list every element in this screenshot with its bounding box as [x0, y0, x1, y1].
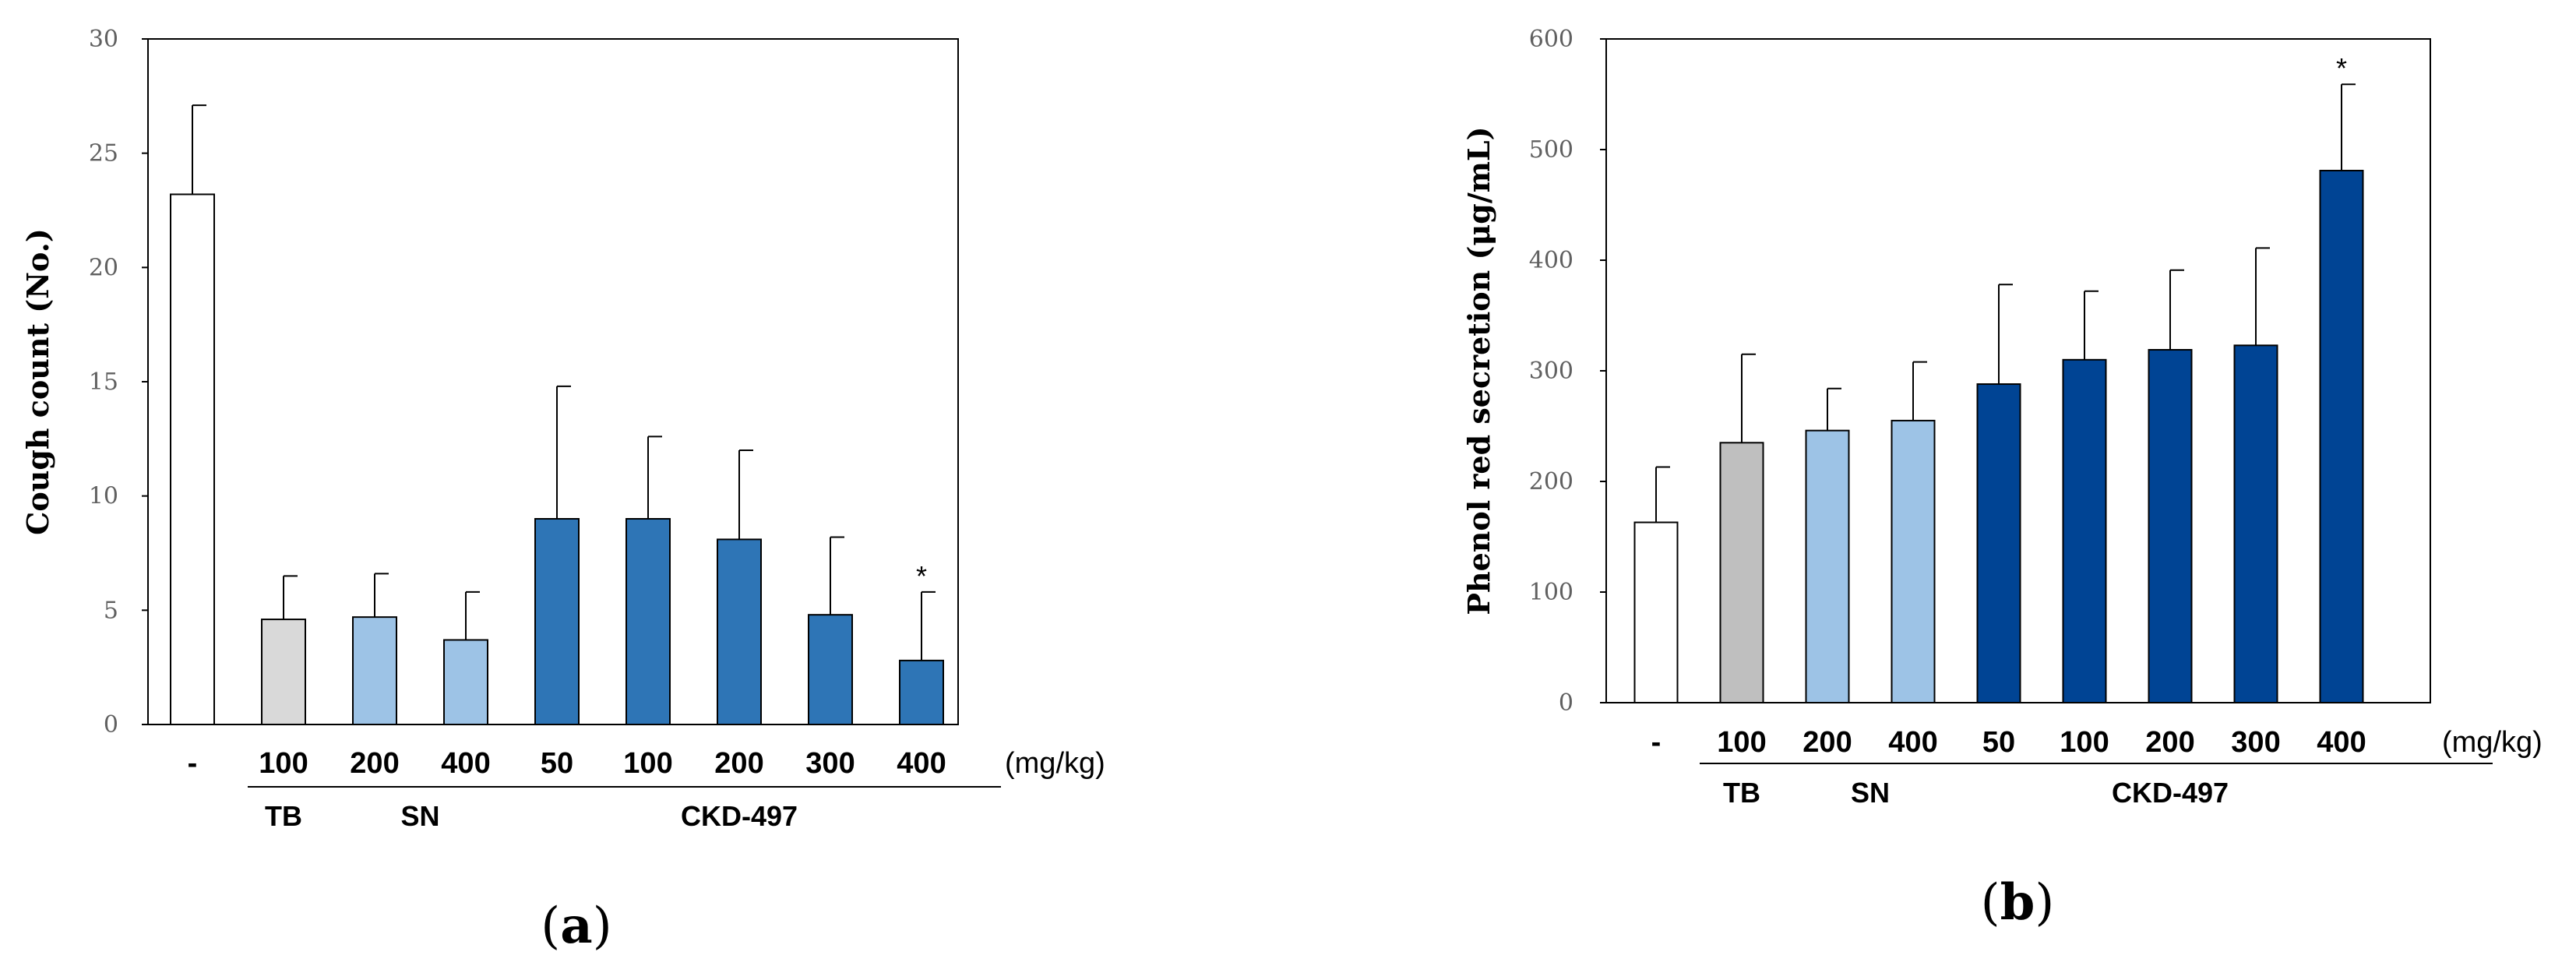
chart-a-bar	[352, 616, 397, 726]
chart-b-bar	[1976, 383, 2021, 703]
chart-b-category-label: 100	[1717, 726, 1766, 759]
chart-b-y-ticks: 0 100 200 300 400 500 600	[1529, 26, 1606, 717]
chart-a-y-tick-label: 20	[89, 254, 118, 281]
chart-b-bar	[1891, 419, 1936, 704]
chart-b-y-tick-label: 500	[1529, 136, 1573, 164]
chart-a-bar	[625, 518, 671, 725]
chart-a-category-label: -	[188, 747, 198, 780]
chart-b-bar	[2233, 344, 2278, 703]
chart-b-bar	[1633, 521, 1679, 703]
chart-b-group-label: SN	[1851, 777, 1890, 809]
chart-a-bar	[170, 193, 215, 725]
chart-a-cough-count: Cough count (No.) 0 5 10 15 20 25 30 * - 100 200…	[20, 26, 1105, 832]
chart-b-category-label: 400	[2317, 726, 2366, 759]
chart-a-bar	[443, 639, 488, 726]
chart-a-y-tick-label: 5	[104, 597, 118, 624]
chart-b-group-label: CKD-497	[2112, 777, 2229, 809]
chart-b-category-label: 200	[1802, 726, 1852, 759]
chart-b-y-tick-label: 300	[1529, 358, 1573, 385]
chart-a-y-tick-label: 15	[89, 368, 118, 396]
chart-a-bar	[261, 619, 306, 725]
chart-a-category-label: 400	[441, 747, 490, 780]
chart-b-category-label: 50	[1982, 726, 2015, 759]
chart-b-y-tick-label: 200	[1529, 468, 1573, 495]
chart-a-group-label: CKD-497	[681, 800, 798, 832]
chart-a-y-tick-label: 0	[104, 711, 118, 739]
chart-b-bar	[2062, 358, 2107, 703]
chart-a-category-label: 100	[259, 747, 308, 780]
chart-a-y-axis-label: Cough count (No.)	[20, 228, 55, 535]
chart-a-category-label: 200	[714, 747, 763, 780]
chart-b-bars: *	[1633, 52, 2364, 704]
panel-label-b: (b)	[1981, 873, 2055, 932]
chart-b-category-label: 200	[2145, 726, 2194, 759]
chart-a-y-tick-label: 30	[89, 26, 118, 53]
chart-a-y-ticks: 0 5 10 15 20 25 30	[89, 26, 148, 739]
chart-a-bar	[899, 659, 944, 725]
chart-b-phenol-red: Phenol red secretion (μg/mL) 0 100 200 300 4…	[1461, 26, 2543, 809]
chart-b-y-tick-label: 400	[1529, 247, 1573, 274]
chart-a-y-tick-label: 25	[89, 140, 118, 167]
chart-b-category-label: 400	[1888, 726, 1937, 759]
chart-b-group-label: TB	[1723, 777, 1760, 809]
chart-a-categories: - 100 200 400 50 100 200 300 400 TB SN CKD-497	[188, 747, 1001, 832]
chart-b-significance-marker: *	[2336, 52, 2347, 84]
chart-a-significance-marker: *	[916, 560, 927, 592]
chart-b-bar	[2319, 169, 2364, 704]
panel-label-a: (a)	[541, 897, 611, 955]
chart-a-bar	[534, 518, 580, 725]
chart-b-y-tick-label: 100	[1529, 579, 1573, 606]
chart-a-bar	[808, 614, 853, 726]
chart-b-unit-label: (mg/kg)	[2442, 726, 2543, 759]
chart-b-bar	[2148, 349, 2193, 703]
chart-b-y-axis-label: Phenol red secretion (μg/mL)	[1461, 126, 1496, 615]
chart-b-bar	[1805, 429, 1850, 703]
chart-a-category-label: 400	[897, 747, 946, 780]
chart-b-category-label: 300	[2231, 726, 2280, 759]
chart-b-category-label: 100	[2060, 726, 2109, 759]
chart-a-category-label: 200	[350, 747, 399, 780]
chart-b-y-tick-label: 600	[1529, 26, 1573, 53]
chart-a-category-label: 100	[623, 747, 672, 780]
chart-a-category-label: 300	[805, 747, 855, 780]
chart-b-y-tick-label: 0	[1559, 689, 1573, 717]
chart-a-group-label: TB	[265, 800, 302, 832]
chart-a-bars: *	[170, 104, 944, 726]
chart-a-y-tick-label: 10	[89, 483, 118, 510]
chart-b-bar	[1719, 442, 1764, 703]
chart-a-category-label: 50	[541, 747, 573, 780]
chart-a-bar	[717, 538, 762, 726]
chart-a-unit-label: (mg/kg)	[1005, 747, 1105, 780]
chart-a-group-label: SN	[400, 800, 439, 832]
chart-b-categories: - 100 200 400 50 100 200 300 400 TB SN CKD-497	[1651, 726, 2493, 809]
chart-b-category-label: -	[1651, 726, 1662, 759]
